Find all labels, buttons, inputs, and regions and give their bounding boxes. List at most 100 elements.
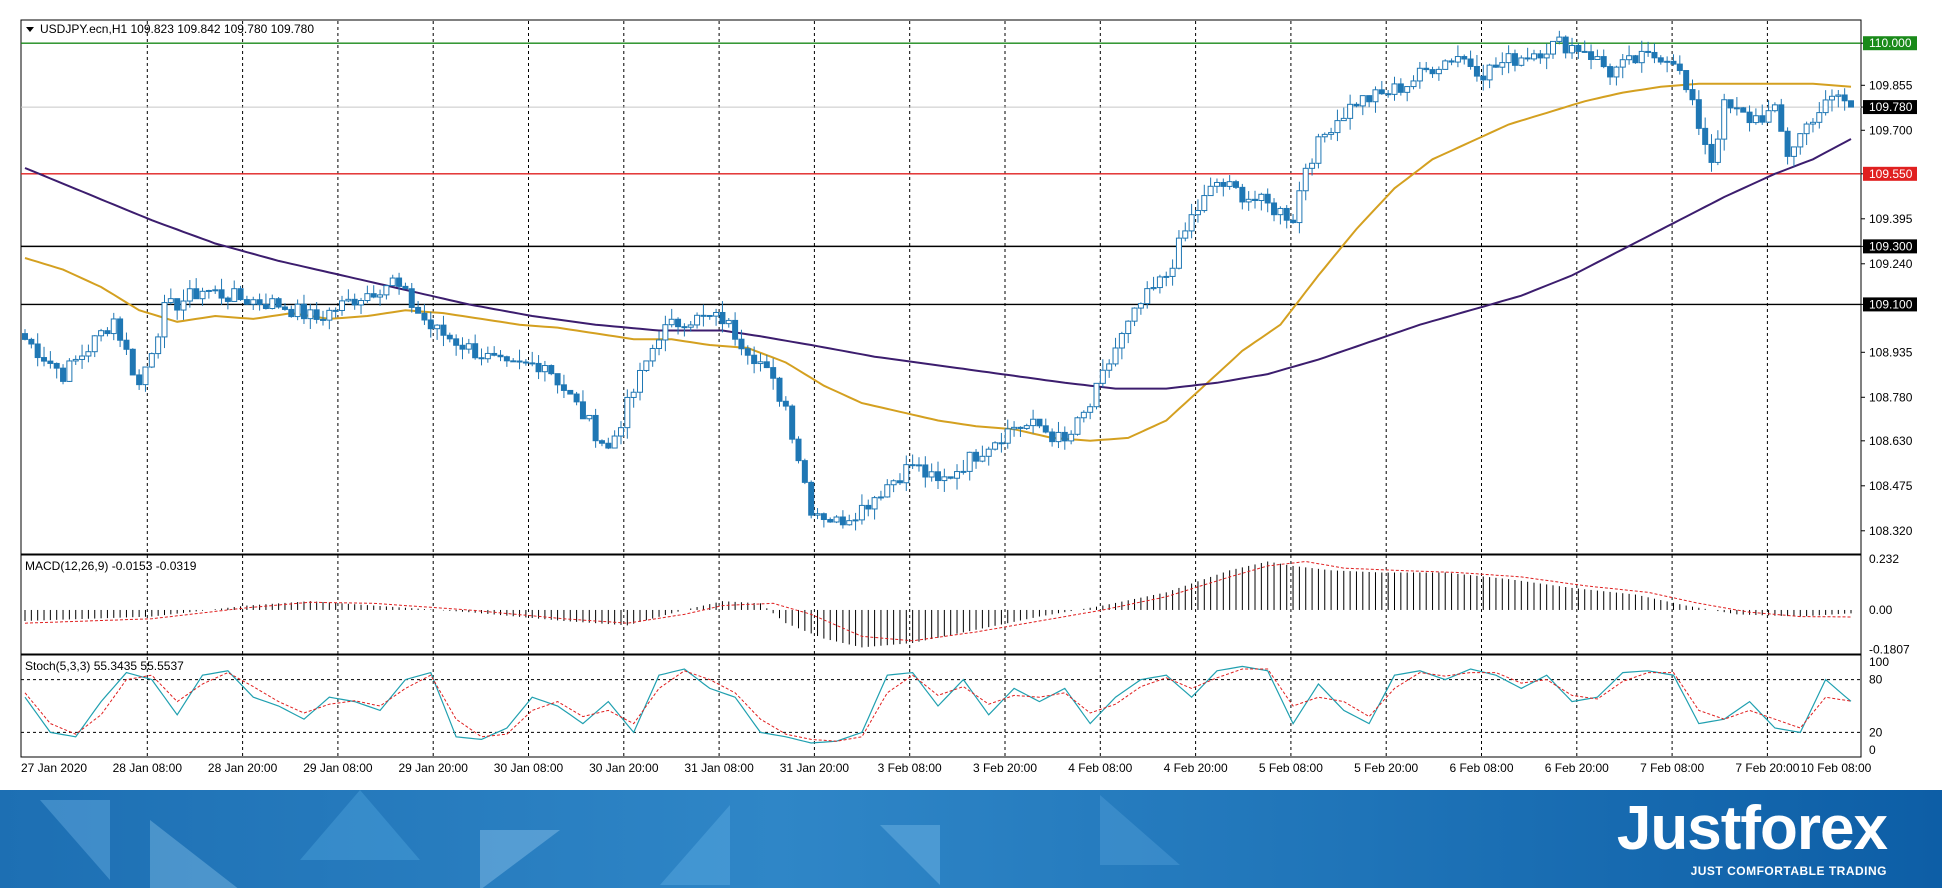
candle-body xyxy=(1378,89,1385,95)
candle-body xyxy=(396,277,403,287)
trading-chart[interactable]: 110.000 109.855 109.780 109.700 109.550 109.3… xyxy=(0,0,1942,790)
candle-body xyxy=(1156,276,1163,289)
candle-body xyxy=(1790,146,1797,157)
candle-body xyxy=(332,309,339,312)
candle-body xyxy=(193,288,200,300)
candle-body xyxy=(1315,136,1322,164)
candle-body xyxy=(909,464,916,467)
candle-body xyxy=(776,377,783,402)
stoch-signal-line xyxy=(24,668,1852,742)
macd-tick-label: 0.232 xyxy=(1869,552,1899,566)
candle-body xyxy=(973,451,980,462)
candle-body xyxy=(1099,369,1106,384)
candle-body xyxy=(1264,193,1271,204)
candle-body xyxy=(503,356,510,362)
candle-body xyxy=(421,312,428,321)
candle-body xyxy=(199,290,206,300)
candle-body xyxy=(1334,120,1341,134)
candle-body xyxy=(1550,40,1557,55)
time-tick-label: 31 Jan 20:00 xyxy=(780,761,850,775)
candle-body xyxy=(1232,181,1239,188)
candle-body xyxy=(757,361,764,365)
candle-body xyxy=(180,300,187,311)
macd-histogram xyxy=(24,560,1852,648)
candle-body xyxy=(1638,50,1645,64)
candle-body xyxy=(1797,133,1804,148)
candle-body xyxy=(1530,53,1537,60)
candle-body xyxy=(1448,60,1455,63)
candle-body xyxy=(719,311,726,325)
candle-body xyxy=(294,303,301,318)
candle-body xyxy=(1404,86,1411,93)
price-tick-label: 108.320 xyxy=(1869,524,1913,538)
candle-body xyxy=(611,435,618,449)
candle-body xyxy=(1657,57,1664,63)
candle-body xyxy=(104,330,111,335)
candle-body xyxy=(1220,181,1227,187)
candle-body xyxy=(954,471,961,479)
candle-body xyxy=(1714,138,1721,163)
candle-body xyxy=(1042,425,1049,433)
price-level-tag xyxy=(1863,36,1917,51)
candle-body xyxy=(497,354,504,358)
candle-body xyxy=(415,306,422,314)
candle-body xyxy=(1537,53,1544,59)
candle-body xyxy=(681,326,688,329)
collapse-arrow-icon[interactable] xyxy=(26,27,34,32)
candle-body xyxy=(53,362,60,369)
candle-body xyxy=(1740,107,1747,113)
candle-body xyxy=(1727,99,1734,109)
candle-body xyxy=(1759,115,1766,123)
candle-body xyxy=(167,298,174,304)
price-tick-label: 109.700 xyxy=(1869,123,1913,137)
time-axis: 27 Jan 2020 28 Jan 08:00 28 Jan 20:00 29 Ja… xyxy=(21,761,1872,775)
candle-body xyxy=(992,442,999,450)
candle-body xyxy=(1752,115,1759,124)
candle-body xyxy=(846,520,853,526)
time-tick-label: 6 Feb 08:00 xyxy=(1449,761,1513,775)
candle-body xyxy=(605,442,612,449)
candle-body xyxy=(205,289,212,292)
candle-body xyxy=(947,476,954,479)
candle-body xyxy=(1733,107,1740,110)
candle-body xyxy=(1150,287,1157,290)
stochastic-lines xyxy=(21,665,1861,744)
candle-body xyxy=(1588,51,1595,60)
time-tick-label: 28 Jan 20:00 xyxy=(208,761,278,775)
candle-body xyxy=(877,496,884,499)
candle-body xyxy=(903,464,910,484)
candles xyxy=(22,30,1854,531)
candle-body xyxy=(319,318,326,321)
macd-tick-label: -0.1807 xyxy=(1869,643,1910,657)
candle-body xyxy=(91,335,98,353)
candle-body xyxy=(1569,44,1576,54)
candle-body xyxy=(865,504,872,510)
price-tick-label: 108.780 xyxy=(1869,390,1913,404)
candle-body xyxy=(1182,230,1189,239)
time-tick-label: 5 Feb 20:00 xyxy=(1354,761,1418,775)
candle-body xyxy=(668,318,675,326)
candle-body xyxy=(472,343,479,359)
candle-body xyxy=(459,344,466,350)
candle-body xyxy=(402,285,409,290)
candle-body xyxy=(1321,133,1328,138)
candle-body xyxy=(1112,347,1119,365)
candle-body xyxy=(1213,181,1220,187)
candle-body xyxy=(687,324,694,328)
candle-body xyxy=(389,277,396,287)
candle-body xyxy=(262,303,269,310)
macd-label: MACD(12,26,9) -0.0153 -0.0319 xyxy=(25,559,197,573)
candle-body xyxy=(224,297,231,302)
candle-body xyxy=(377,294,384,298)
candle-body xyxy=(1778,104,1785,132)
candle-body xyxy=(1144,288,1151,305)
price-panel[interactable] xyxy=(20,19,1862,555)
macd-panel[interactable] xyxy=(20,554,1862,655)
candle-body xyxy=(1093,382,1100,408)
time-tick-label: 30 Jan 08:00 xyxy=(494,761,564,775)
candle-body xyxy=(484,352,491,360)
candle-body xyxy=(269,298,276,310)
candle-body xyxy=(637,369,644,393)
candle-body xyxy=(928,471,935,478)
stoch-panel[interactable] xyxy=(20,654,1862,758)
